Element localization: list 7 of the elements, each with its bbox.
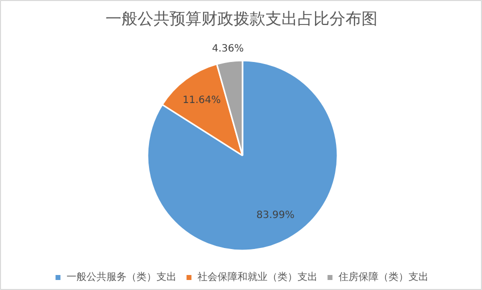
- data-label: 11.64%: [182, 95, 221, 106]
- chart-title: 一般公共预算财政拨款支出占比分布图: [106, 9, 378, 28]
- data-label: 4.36%: [212, 44, 244, 55]
- legend-label: 社会保障和就业（类）支出: [198, 270, 318, 284]
- data-label: 83.99%: [256, 210, 295, 221]
- legend-label: 住房保障（类）支出: [338, 270, 428, 284]
- legend-label: 一般公共服务（类）支出: [66, 270, 176, 284]
